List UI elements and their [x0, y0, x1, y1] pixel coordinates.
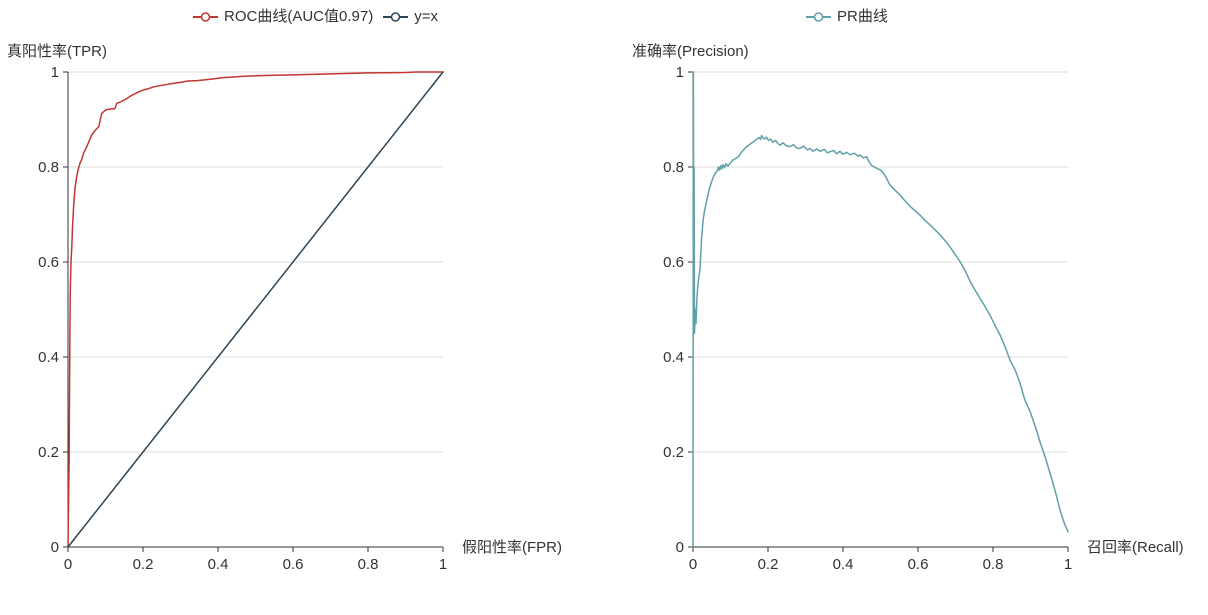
x-tick-label: 0.6	[908, 556, 929, 573]
y-tick-label: 0.8	[38, 159, 59, 176]
y-tick-label: 0	[676, 539, 684, 556]
roc-chart-panel: ROC曲线(AUC值0.97) y=x 真阳性率(TPR) 假阳性率(FPR) …	[7, 7, 562, 573]
y-tick-label: 0.4	[663, 349, 684, 366]
x-tick-label: 0.2	[758, 556, 779, 573]
pr-x-axis-title: 召回率(Recall)	[1087, 539, 1184, 556]
roc-series-1-line	[67, 71, 444, 548]
legend-label-diagonal: y=x	[414, 8, 438, 25]
pr-plot-canvas: 准确率(Precision) 召回率(Recall) 0 0.2 0.4 0.6 0.8…	[632, 43, 1184, 573]
x-tick-label: 0.8	[358, 556, 379, 573]
y-tick-label: 0.6	[663, 254, 684, 271]
legend-item-pr-curve[interactable]: PR曲线	[806, 7, 888, 27]
pr-axes	[688, 71, 1069, 552]
x-tick-label: 0.8	[983, 556, 1004, 573]
roc-gridlines	[68, 71, 443, 453]
roc-axes	[63, 71, 444, 552]
x-tick-label: 0.4	[208, 556, 229, 573]
x-tick-label: 0.6	[283, 556, 304, 573]
pr-gridlines	[693, 71, 1068, 453]
roc-series-0-line	[67, 71, 444, 548]
legend-label-roc-curve: ROC曲线(AUC值0.97)	[224, 8, 374, 25]
roc-x-axis-title: 假阳性率(FPR)	[462, 539, 562, 556]
legend-label-pr-curve: PR曲线	[837, 8, 888, 25]
pr-y-axis-title: 准确率(Precision)	[632, 43, 749, 60]
line-series-marker-icon	[383, 12, 409, 22]
legend-item-diagonal[interactable]: y=x	[383, 7, 438, 27]
x-tick-label: 1	[439, 556, 447, 573]
y-tick-label: 0.8	[663, 159, 684, 176]
pr-series-0-line	[692, 71, 1069, 548]
roc-plot-canvas: 真阳性率(TPR) 假阳性率(FPR) 0 0.2 0.4 0.6 0.8 1 0 0.2 0.…	[7, 42, 562, 573]
roc-y-axis-title: 真阳性率(TPR)	[7, 42, 107, 60]
line-series-marker-icon	[806, 12, 831, 22]
roc-legend: ROC曲线(AUC值0.97) y=x	[193, 7, 438, 27]
y-tick-label: 1	[51, 64, 59, 81]
x-tick-label: 0.2	[133, 556, 154, 573]
x-tick-label: 0	[689, 556, 697, 573]
y-tick-label: 0.2	[38, 444, 59, 461]
pr-chart-panel: PR曲线 准确率(Precision) 召回率(Recall) 0 0.2 0.4 0…	[604, 0, 1208, 615]
legend-item-roc-curve[interactable]: ROC曲线(AUC值0.97)	[193, 7, 373, 27]
y-tick-label: 0.6	[38, 254, 59, 271]
y-tick-label: 1	[676, 64, 684, 81]
y-tick-label: 0	[51, 539, 59, 556]
x-tick-label: 1	[1064, 556, 1072, 573]
x-tick-label: 0	[64, 556, 72, 573]
line-series-marker-icon	[193, 12, 218, 22]
x-tick-label: 0.4	[833, 556, 854, 573]
y-tick-label: 0.2	[663, 444, 684, 461]
pr-legend: PR曲线	[806, 7, 888, 27]
y-tick-label: 0.4	[38, 349, 59, 366]
